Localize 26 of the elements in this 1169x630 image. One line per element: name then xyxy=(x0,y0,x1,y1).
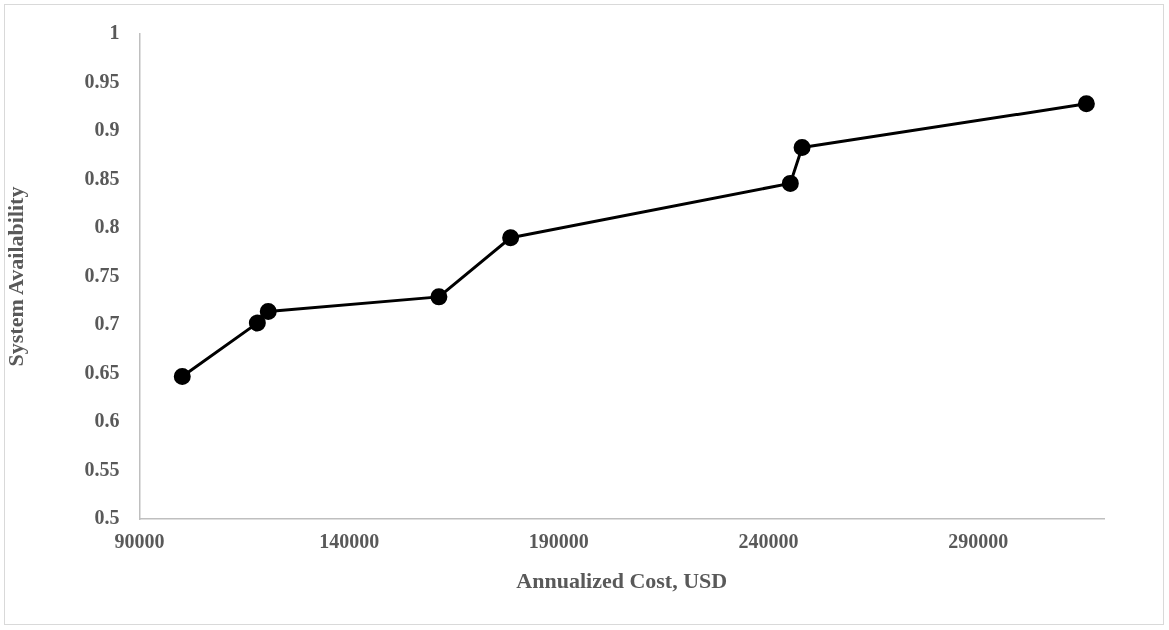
point xyxy=(502,229,520,247)
x-tick-label: 190000 xyxy=(528,530,589,553)
y-tick-label: 0.95 xyxy=(84,69,120,92)
y-tick-label: 0.75 xyxy=(84,263,120,286)
y-tick-label: 0.7 xyxy=(94,312,120,335)
point xyxy=(430,288,448,306)
y-tick-label: 0.55 xyxy=(84,457,120,480)
point xyxy=(248,314,266,332)
point xyxy=(781,174,799,192)
x-tick-label: 90000 xyxy=(114,530,165,553)
point xyxy=(259,302,277,320)
y-tick-label: 0.65 xyxy=(84,360,120,383)
point xyxy=(173,367,191,385)
y-tick-label: 0.5 xyxy=(94,506,120,529)
x-tick-label: 240000 xyxy=(738,530,799,553)
y-axis-title: System Availability xyxy=(2,186,28,367)
point xyxy=(1077,95,1095,113)
y-tick-label: 1 xyxy=(109,21,120,44)
y-tick-label: 0.8 xyxy=(94,215,120,238)
y-tick-label: 0.6 xyxy=(94,409,120,432)
point xyxy=(793,138,811,156)
y-tick-label: 0.85 xyxy=(84,166,120,189)
x-tick-label: 290000 xyxy=(948,530,1009,553)
x-axis-title: Annualized Cost, USD xyxy=(516,568,728,594)
y-tick-label: 0.9 xyxy=(94,118,120,141)
x-tick-label: 140000 xyxy=(319,530,380,553)
